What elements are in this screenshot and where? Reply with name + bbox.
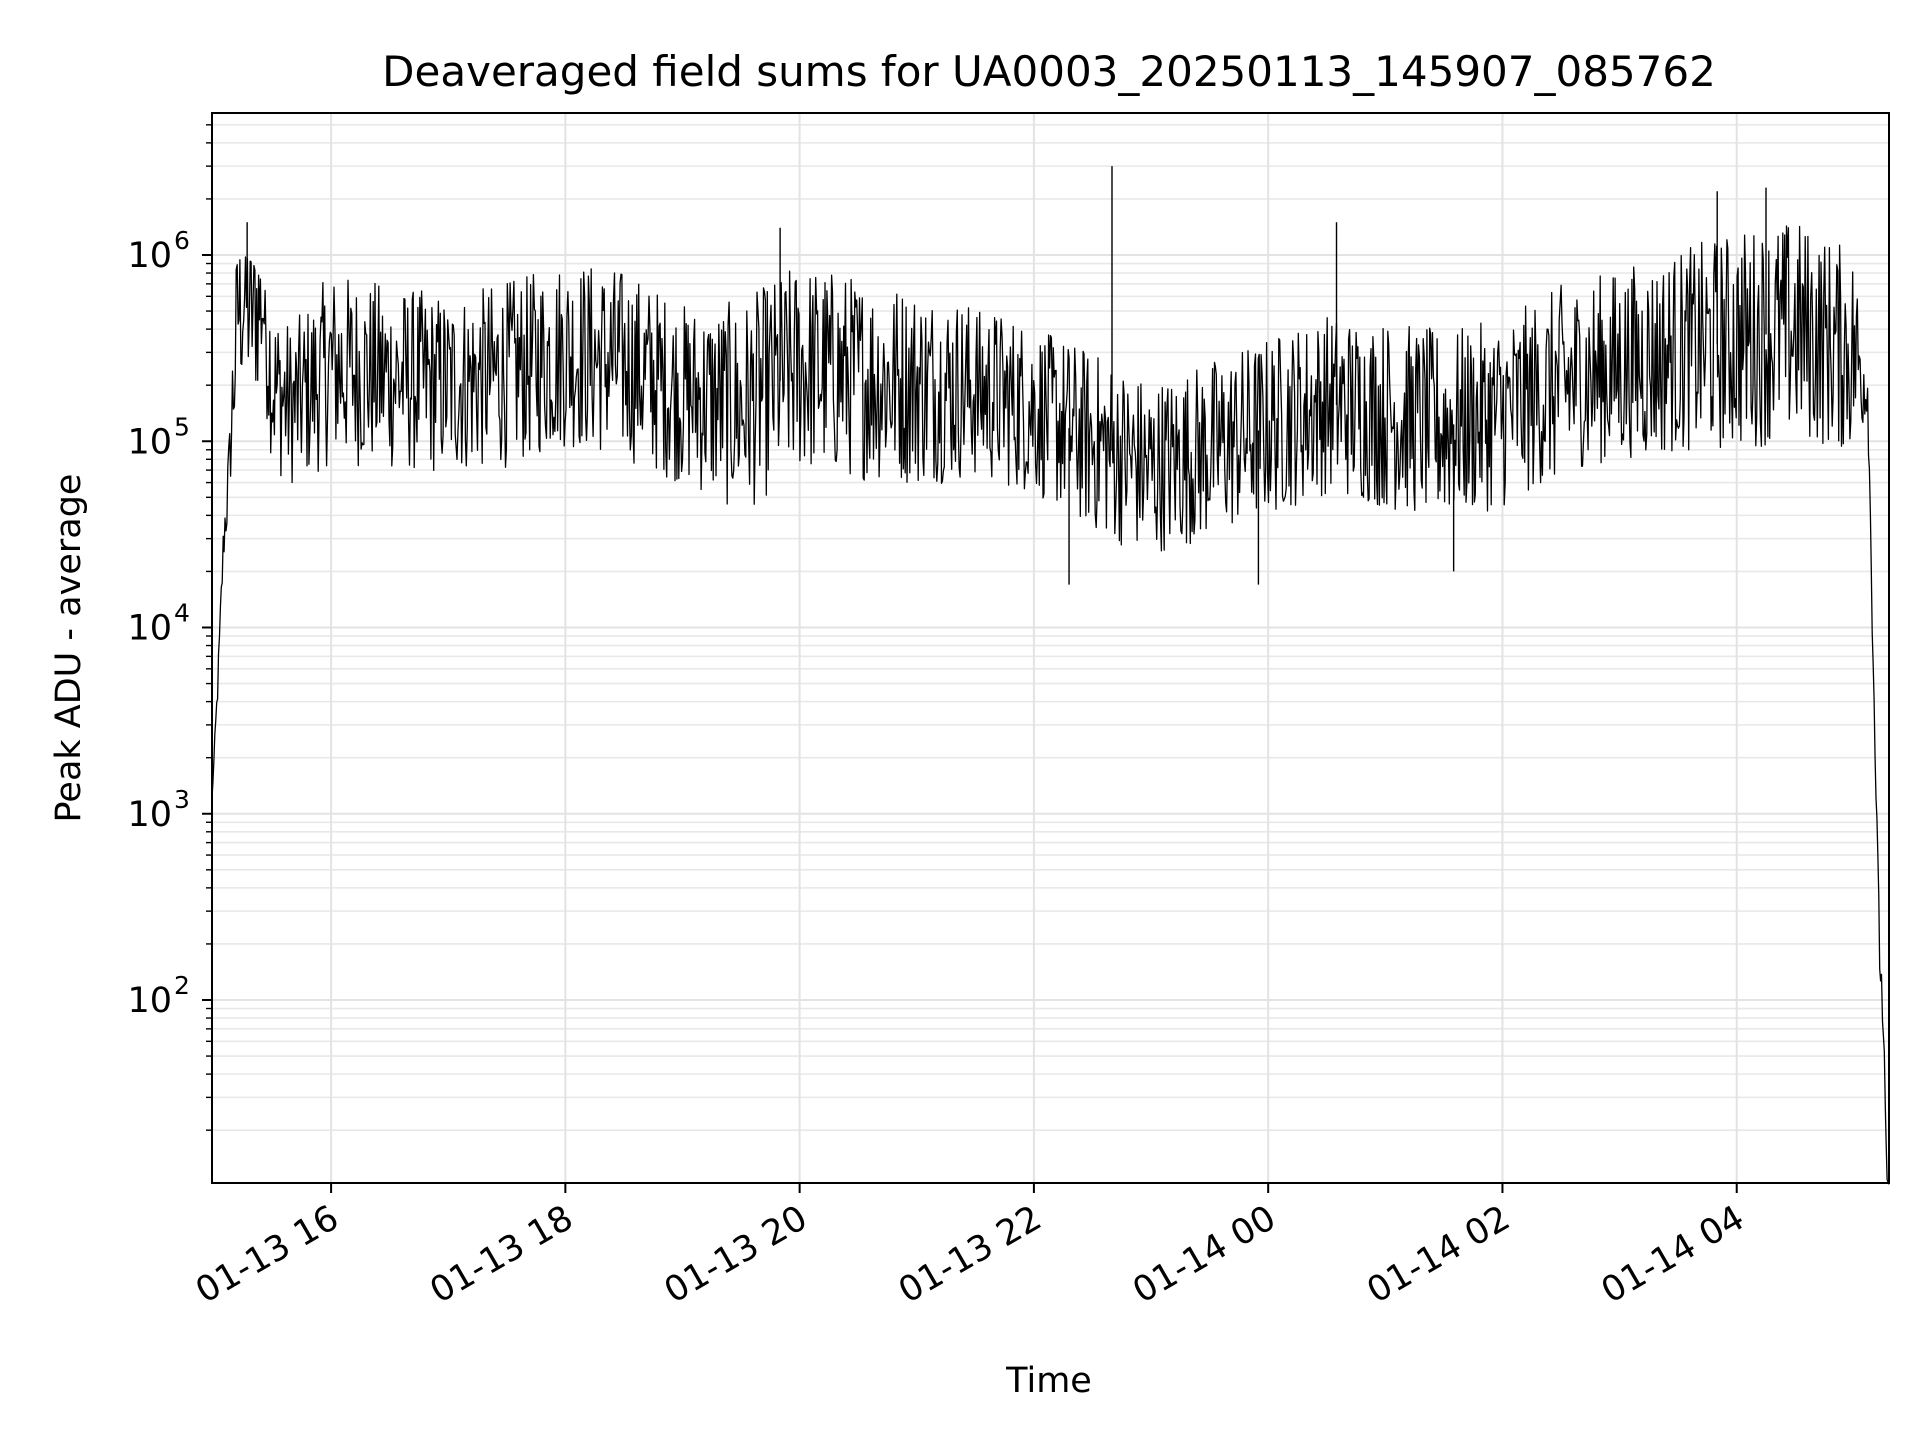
y-tick-label: 10 bbox=[127, 422, 172, 462]
chart-title: Deaveraged field sums for UA0003_2025011… bbox=[382, 47, 1716, 96]
y-tick-label: 10 bbox=[127, 981, 172, 1021]
y-tick-exponent: 2 bbox=[174, 971, 190, 1000]
x-axis-label: Time bbox=[1005, 1361, 1092, 1401]
y-tick-exponent: 6 bbox=[174, 226, 190, 255]
plot-frame bbox=[211, 112, 1890, 1184]
y-tick-exponent: 3 bbox=[174, 785, 190, 814]
y-tick-exponent: 4 bbox=[174, 599, 190, 628]
plot-layer bbox=[211, 166, 1890, 1185]
grid-layer bbox=[212, 113, 1889, 1183]
y-tick-label: 10 bbox=[127, 609, 172, 649]
y-tick-exponent: 5 bbox=[174, 412, 190, 441]
y-axis-label: Peak ADU - average bbox=[49, 474, 89, 823]
y-tick-label: 10 bbox=[127, 236, 172, 276]
series-line bbox=[211, 225, 1890, 1185]
y-tick-label: 10 bbox=[127, 795, 172, 835]
